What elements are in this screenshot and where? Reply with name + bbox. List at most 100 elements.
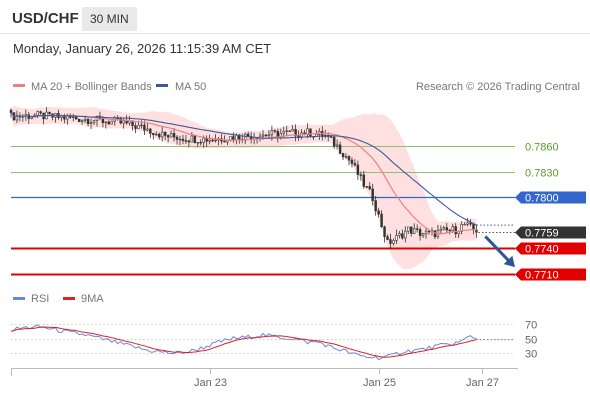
x-tick-label: Jan 23: [194, 377, 227, 389]
candle: [152, 132, 155, 140]
price-tag-0.7800: [515, 191, 586, 204]
candle: [386, 234, 389, 241]
candle: [410, 226, 413, 237]
candle: [389, 233, 392, 249]
chart-header: USD/CHF 30 MIN: [0, 0, 590, 36]
candle: [371, 183, 374, 206]
candle: [288, 130, 291, 132]
candle: [208, 134, 211, 145]
candle: [401, 229, 404, 240]
price-tag-0.7710: [515, 268, 586, 281]
moving-averages: [10, 112, 515, 235]
symbol-title: USD/CHF: [12, 10, 79, 27]
candle: [365, 186, 368, 189]
price-tag-0.7759: [515, 226, 586, 239]
ma50-line: [10, 112, 477, 226]
candle: [193, 135, 197, 144]
candle: [199, 139, 202, 146]
candle: [433, 230, 437, 240]
candle: [412, 223, 416, 234]
candle: [424, 227, 428, 239]
candle: [72, 113, 75, 122]
level-label-0.7860: 0.7860: [525, 142, 559, 154]
legend-ma20-label: MA 20 + Bollinger Bands: [31, 81, 152, 93]
candle: [110, 120, 114, 125]
candle: [350, 157, 354, 168]
candle: [104, 121, 108, 129]
candle: [362, 170, 366, 189]
level-label-0.7800: 0.7800: [525, 193, 559, 205]
candle: [86, 118, 90, 127]
candle: [404, 226, 407, 243]
candle: [163, 131, 167, 141]
bollinger-bands: [11, 105, 477, 270]
candle: [146, 123, 149, 132]
credit-text: Research © 2026 Trading Central: [416, 81, 580, 93]
legend-9ma-swatch: [63, 297, 75, 300]
rsi-tick-label: 50: [525, 335, 537, 347]
legend-ma50-swatch: [156, 84, 168, 87]
candle: [338, 141, 342, 155]
candle: [418, 226, 422, 241]
candle: [273, 129, 277, 134]
candle: [377, 207, 380, 218]
arrow-shaft: [484, 235, 513, 265]
rsi-tick-label: 30: [525, 349, 537, 361]
level-label-0.7740: 0.7740: [525, 244, 559, 256]
timeframe-badge[interactable]: 30 MIN: [82, 7, 137, 31]
candle: [36, 110, 39, 119]
candle: [347, 155, 351, 166]
candle: [294, 124, 297, 142]
candle: [439, 225, 443, 235]
candle: [407, 226, 410, 235]
level-lines: [11, 146, 515, 276]
level-label-0.7759: 0.7759: [525, 228, 559, 240]
x-axis: Jan 23 Jan 25 Jan 27: [11, 368, 518, 389]
level-label-0.7830: 0.7830: [525, 168, 559, 180]
candle: [172, 128, 176, 142]
candle: [267, 130, 271, 139]
candle: [187, 139, 191, 148]
candle: [175, 135, 179, 145]
candle: [445, 222, 449, 233]
candle: [134, 122, 137, 134]
candle: [39, 110, 42, 115]
candle: [374, 195, 377, 216]
candle: [392, 238, 395, 246]
candle: [460, 221, 463, 235]
candle: [466, 217, 469, 227]
candle: [184, 134, 188, 144]
candle: [291, 125, 294, 132]
candle: [398, 230, 401, 239]
candle: [92, 119, 96, 125]
candle: [169, 130, 173, 138]
candle: [190, 132, 194, 143]
main-legend: MA 20 + Bollinger Bands MA 50 Research ©…: [13, 81, 580, 93]
candle: [80, 119, 84, 125]
candle: [395, 229, 398, 245]
candle: [427, 230, 431, 235]
rsi-panel: 70 50 30: [10, 320, 537, 361]
candle: [155, 131, 158, 136]
rsi-9ma-line: [10, 326, 477, 358]
candle: [48, 111, 51, 115]
candle: [380, 210, 383, 229]
bollinger-band-area: [11, 105, 477, 270]
candle: [89, 118, 93, 130]
legend-rsi-swatch: [13, 297, 25, 300]
legend-9ma-label: 9MA: [81, 293, 104, 305]
candle: [285, 125, 288, 137]
candle: [359, 171, 363, 181]
level-label-0.7710: 0.7710: [525, 270, 559, 282]
candle: [415, 224, 419, 233]
timestamp: Monday, January 26, 2026 11:15:39 AM CET: [13, 41, 272, 56]
level-labels: 0.7860 0.7830 0.7800 0.7759 0.7740 0.7710: [515, 142, 586, 282]
rsi-legend: RSI 9MA: [13, 293, 104, 305]
legend-ma20-swatch: [13, 84, 25, 87]
x-tick-label: Jan 27: [466, 377, 499, 389]
candle: [297, 130, 300, 141]
candle: [383, 225, 386, 243]
target-arrow: [484, 235, 515, 268]
candle: [332, 135, 336, 149]
